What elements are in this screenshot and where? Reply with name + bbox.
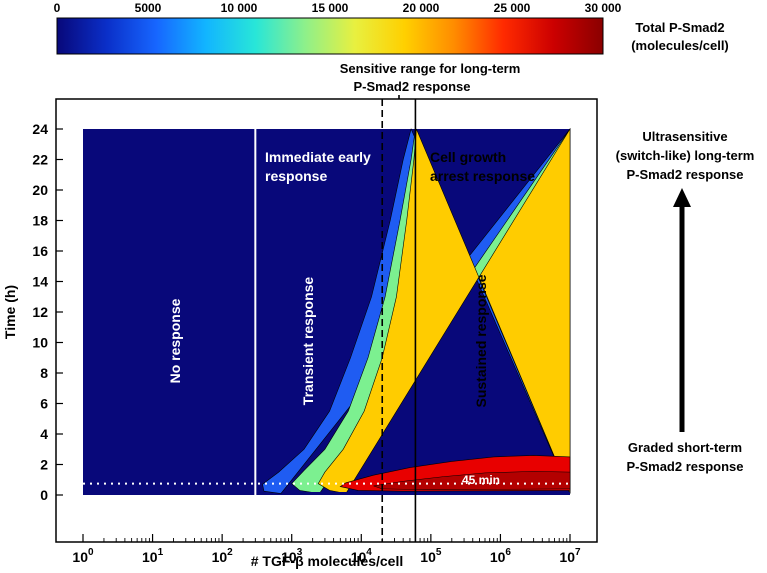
colorbar-label-line2: (molecules/cell)	[631, 38, 729, 53]
immediate-early-label-line2: response	[265, 168, 327, 184]
x-tick-label: 101	[142, 547, 164, 565]
y-tick-label: 12	[32, 304, 48, 320]
y-tick-label: 16	[32, 243, 48, 259]
y-tick-label: 10	[32, 335, 48, 351]
colorbar-gradient	[56, 17, 604, 55]
sustained-response-label: Sustained response	[473, 274, 489, 407]
x-tick-label: 107	[559, 547, 581, 565]
y-tick-label: 4	[40, 426, 48, 442]
x-tick-label: 102	[212, 547, 234, 565]
y-tick-label: 20	[32, 182, 48, 198]
no-response-label: No response	[167, 298, 183, 383]
graded-label-line1: Graded short-term	[628, 440, 742, 455]
colorbar-tick-label: 10 000	[221, 1, 258, 15]
y-tick-label: 22	[32, 152, 48, 168]
heatmap-sustained-region	[317, 127, 571, 494]
transient-response-label: Transient response	[300, 277, 316, 406]
colorbar: 0 5000 10 000 15 000 20 000 25 000 30 000 Tota…	[54, 1, 729, 55]
immediate-early-label-line1: Immediate early	[265, 149, 371, 165]
x-tick-label: 105	[420, 547, 442, 565]
graded-to-ultrasensitive-arrowhead	[673, 188, 691, 207]
colorbar-tick-label: 5000	[135, 1, 162, 15]
colorbar-tick-label: 25 000	[494, 1, 531, 15]
x-tick-label: 100	[72, 547, 94, 565]
sensitive-range-label-line2: P-Smad2 response	[353, 79, 470, 94]
y-tick-label: 24	[32, 121, 48, 137]
x-axis-label: # TGF-β molecules/cell	[251, 553, 403, 569]
y-tick-label: 2	[40, 457, 48, 473]
y-tick-label: 18	[32, 213, 48, 229]
x-tick-label: 106	[490, 547, 512, 565]
heatmap	[83, 127, 571, 495]
45-min-label: 45 min	[462, 473, 500, 487]
sensitive-range-label-line1: Sensitive range for long-term	[340, 61, 521, 76]
colorbar-label-line1: Total P-Smad2	[635, 20, 724, 35]
cell-growth-label-line1: Cell growth	[430, 149, 506, 165]
graded-label-line2: P-Smad2 response	[626, 459, 743, 474]
cell-growth-label-line2: arrest response	[430, 168, 535, 184]
y-tick-label: 6	[40, 396, 48, 412]
colorbar-tick-label: 0	[54, 1, 61, 15]
y-tick-label: 0	[40, 487, 48, 503]
heatmap-baseline-strip	[300, 492, 570, 495]
heatmap-peak-core	[373, 471, 571, 490]
y-axis-label: Time (h)	[2, 285, 18, 339]
y-tick-label: 14	[32, 274, 48, 290]
colorbar-tick-label: 30 000	[585, 1, 622, 15]
ultrasensitive-label-line2: (switch-like) long-term	[616, 148, 755, 163]
ultrasensitive-label-line1: Ultrasensitive	[642, 129, 727, 144]
ultrasensitive-label-line3: P-Smad2 response	[626, 167, 743, 182]
colorbar-tick-label: 15 000	[312, 1, 349, 15]
y-tick-label: 8	[40, 365, 48, 381]
colorbar-tick-label: 20 000	[403, 1, 440, 15]
